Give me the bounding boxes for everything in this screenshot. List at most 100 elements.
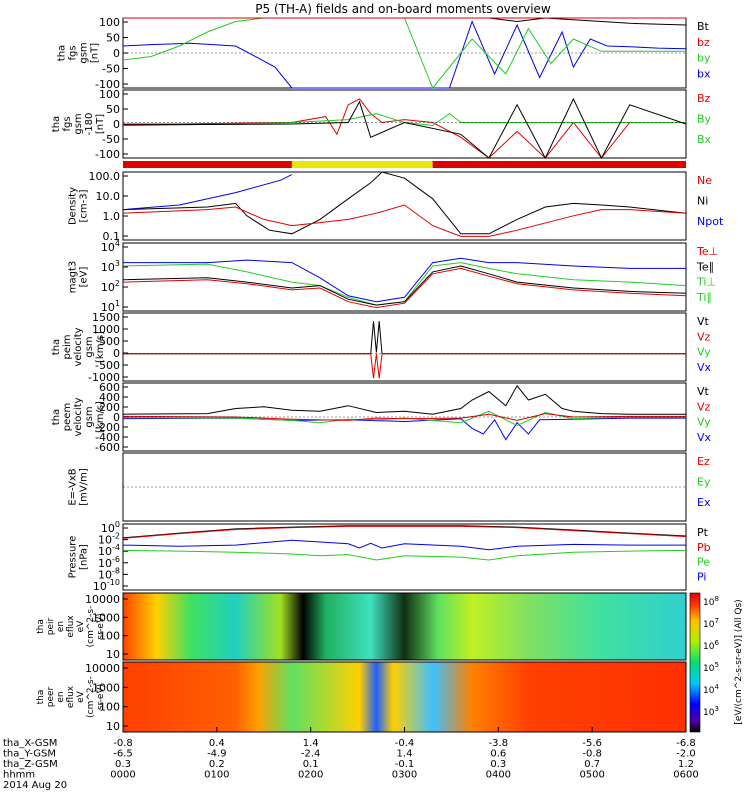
ephemeris-value: 0.3 [490, 759, 506, 770]
y-tick-label: 100 [99, 88, 120, 101]
ephemeris-value: 1.4 [303, 738, 319, 749]
ephemeris-value: 0100 [204, 770, 229, 781]
y-axis-label: peem [62, 403, 73, 431]
y-axis-label: gsm [84, 406, 95, 427]
colorbar [689, 592, 701, 733]
spec-y-tick-label: 100 [99, 630, 120, 643]
ephemeris-value: -5.6 [582, 738, 602, 749]
spec-y-axis-label: (cm^2-s- [86, 606, 96, 648]
y-axis-label: gsm [73, 113, 84, 134]
y-axis-label: fgs [68, 45, 79, 60]
y-axis-label: tha [51, 409, 62, 425]
series-line-Pb [122, 525, 687, 539]
spec-y-tick-label: 1000 [92, 681, 120, 694]
y-axis-label: tha [51, 116, 62, 132]
legend-Ti⊥: Ti⊥ [696, 276, 716, 289]
spec-y-axis-label: tha [36, 690, 46, 705]
colorbar-tick-label: 105 [703, 661, 719, 674]
series-line-Vt [122, 384, 686, 415]
ephemeris-value: 0.4 [209, 738, 225, 749]
spec-y-axis-label: en [56, 621, 66, 632]
legend-Vy: Vy [697, 346, 711, 359]
legend-by: by [697, 52, 711, 65]
spec-y-axis-label: tha [36, 619, 46, 634]
series-line-Pt [122, 525, 687, 539]
ephemeris-value: -6.5 [113, 749, 133, 760]
legend-Bx: Bx [697, 133, 712, 146]
series-line-by [122, 17, 686, 89]
y-tick-label: 100 [101, 520, 120, 535]
ephemeris-value: 0200 [298, 770, 323, 781]
y-tick-label: 10-4 [98, 543, 120, 558]
y-tick-label: 50 [106, 103, 120, 116]
ephemeris-value: -0.8 [113, 738, 133, 749]
panel-frame-vel [122, 312, 687, 382]
series-line-Vx [122, 417, 686, 441]
y-tick-label: 1500 [92, 311, 120, 324]
y-tick-label: 0 [113, 347, 120, 360]
legend-Vy: Vy [697, 416, 711, 429]
spec-y-axis-label: eV [76, 620, 86, 633]
mode-bar-segment [291, 161, 433, 168]
y-axis-label: [eV] [79, 267, 90, 288]
y-tick-label: 10-6 [98, 555, 120, 570]
y-tick-label: -500 [95, 359, 120, 372]
spec-y-axis-label: en [56, 691, 66, 702]
spec-y-axis-label: eflux [66, 615, 76, 638]
y-axis-label: fgs [62, 116, 73, 131]
series-line-Ni [122, 171, 687, 235]
series-line-Te∥ [122, 265, 687, 306]
chart-title: P5 (TH-A) fields and on-board moments ov… [255, 2, 551, 16]
legend-Ni: Ni [697, 194, 708, 207]
y-tick-label: 10-10 [93, 578, 120, 593]
y-tick-label: 0 [113, 118, 120, 131]
legend-Ne: Ne [697, 174, 712, 187]
ephemeris-label: tha_X-GSM [3, 738, 57, 749]
legend-bx: bx [697, 67, 711, 80]
legend-By: By [697, 112, 712, 125]
legend-Pe: Pe [697, 556, 710, 569]
y-axis-label: velocity [73, 397, 84, 436]
y-axis-label: [nT] [90, 43, 101, 63]
y-axis-label: [nPa] [79, 544, 90, 570]
y-axis-label: [mV/m] [79, 468, 90, 506]
ephemeris-value: 0600 [673, 770, 698, 781]
y-axis-label: gsm [84, 336, 95, 357]
spec-y-axis-label: peir [46, 617, 56, 635]
mode-bar-segment [432, 161, 686, 168]
spec-y-tick-label: 10 [106, 648, 120, 661]
ephemeris-value: 0300 [392, 770, 417, 781]
legend-Te∥: Te∥ [696, 260, 714, 273]
y-tick-label: 0.1 [103, 230, 121, 243]
y-axis-label: tha [51, 339, 62, 355]
y-axis-label: magt3 [68, 261, 79, 294]
colorbar-label: [eV/(cm^2-s-sr-eV)] (All Qs) [734, 599, 744, 724]
ephemeris-value: 1.2 [678, 759, 694, 770]
spec-y-tick-label: 1000 [92, 611, 120, 624]
panel-frame-density [122, 171, 687, 241]
series-line-Bz [123, 98, 686, 159]
colorbar-tick-label: 108 [703, 595, 719, 608]
series-line-Vy [122, 410, 686, 427]
date-label: 2014 Aug 20 [3, 780, 67, 791]
y-tick-label: 100.0 [89, 170, 121, 183]
legend-Vx: Vx [697, 431, 712, 444]
legend-Npot: Npot [697, 215, 724, 228]
y-axis-label: [km/s] [95, 401, 106, 433]
y-tick-label: 400 [99, 391, 120, 404]
legend-Vz: Vz [697, 400, 711, 413]
ephemeris-value: -0.1 [395, 759, 415, 770]
ephemeris-value: 0.1 [303, 759, 319, 770]
y-axis-label: E=-VxB [68, 468, 79, 505]
ephemeris-value: -6.8 [676, 738, 696, 749]
y-tick-label: 10-2 [98, 532, 120, 547]
colorbar-tick-label: 106 [703, 639, 719, 652]
y-tick-label: -200 [95, 421, 120, 434]
ephemeris-value: 0.7 [584, 759, 600, 770]
y-tick-label: 0 [113, 411, 120, 424]
y-tick-label: 500 [99, 335, 120, 348]
ephemeris-value: -0.8 [582, 749, 602, 760]
y-tick-label: 1.0 [103, 210, 121, 223]
series-line-Vz [122, 413, 686, 421]
